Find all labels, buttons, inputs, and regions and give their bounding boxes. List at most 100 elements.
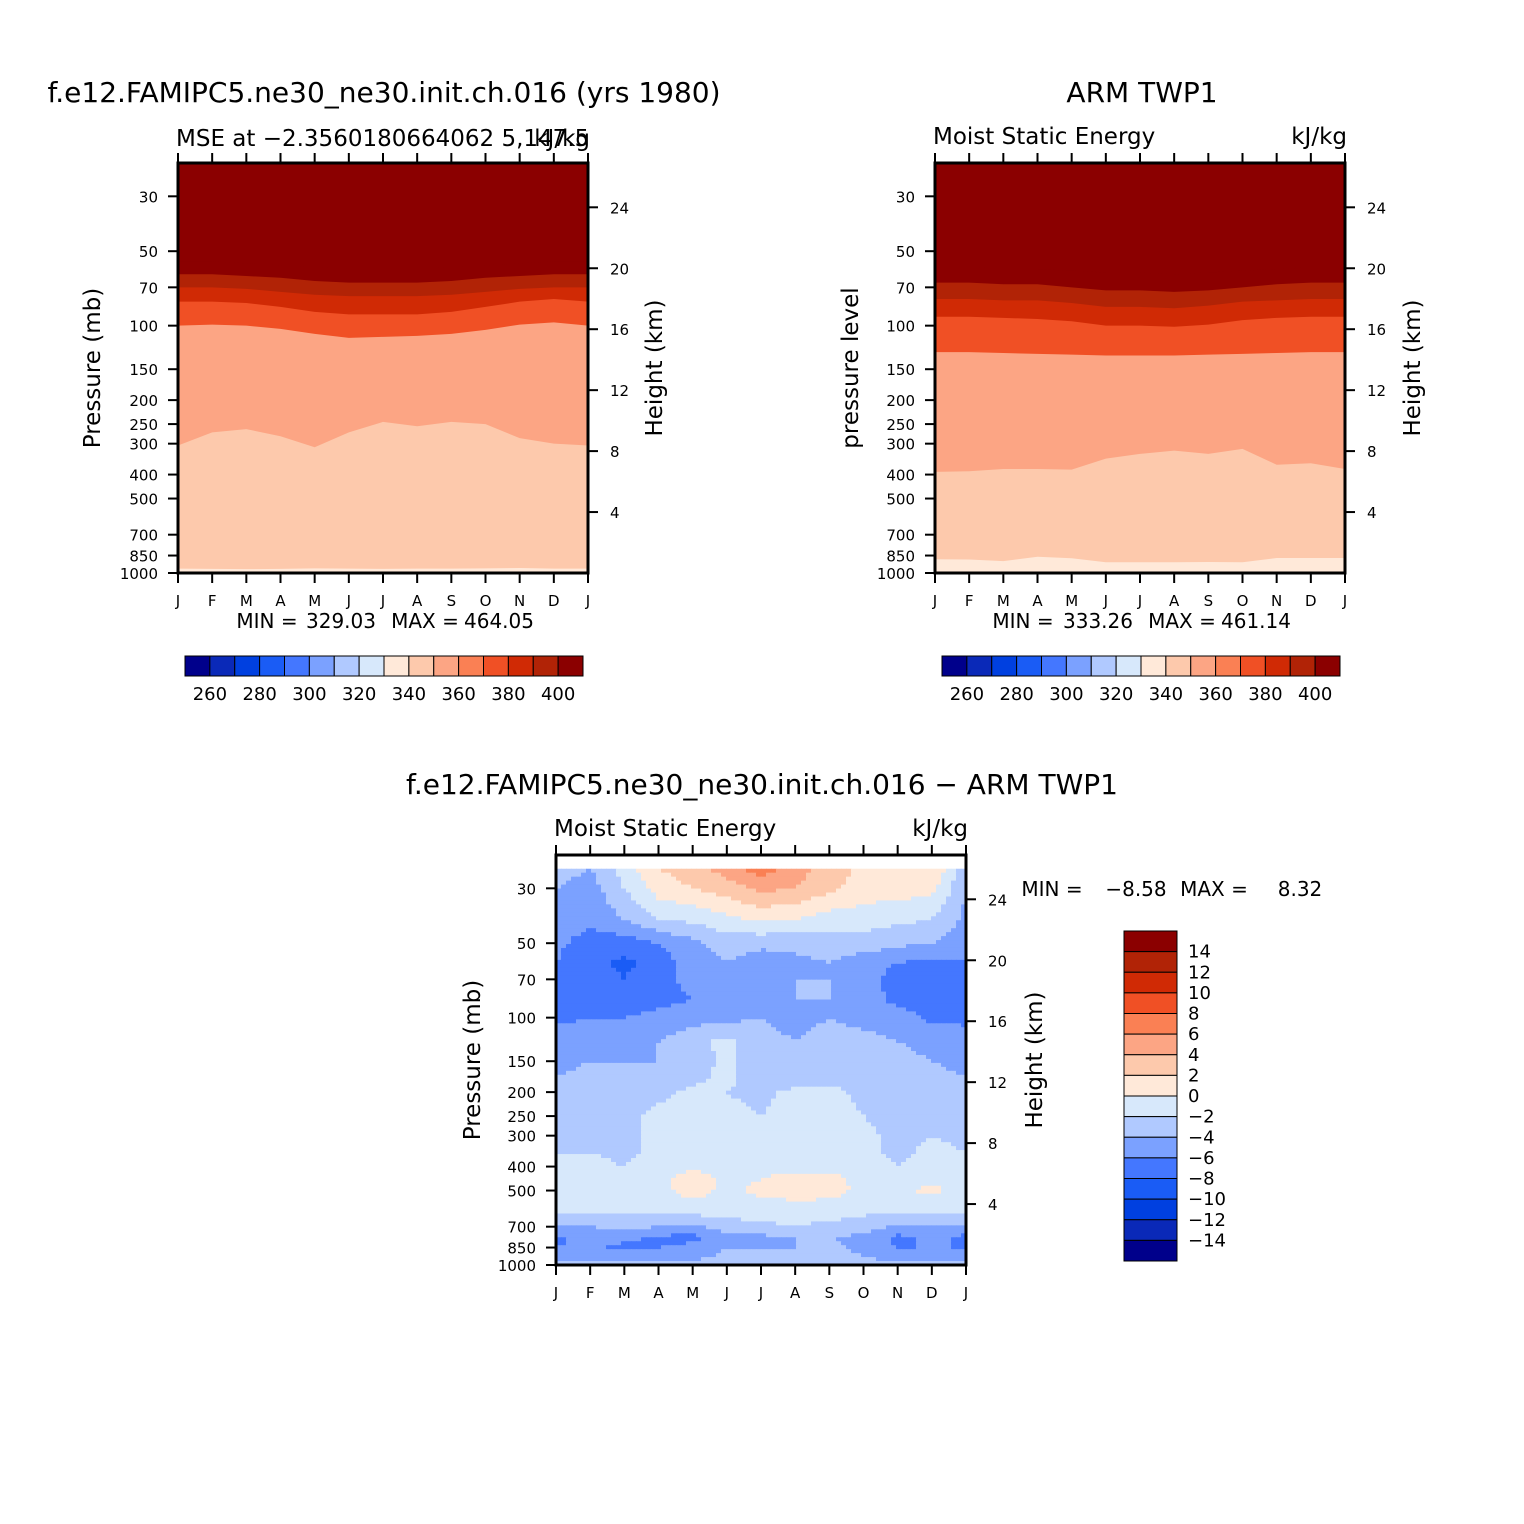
contour-cell: [631, 947, 637, 953]
contour-cell: [951, 944, 957, 949]
contour-cell: [856, 987, 862, 993]
contour-cell: [871, 1007, 877, 1012]
contour-cell: [631, 983, 637, 989]
contour-cell: [686, 900, 692, 905]
contour-cell: [926, 1078, 932, 1084]
contour-cell: [651, 1058, 657, 1064]
contour-cell: [591, 872, 597, 878]
contour-cell: [936, 1074, 942, 1080]
contour-cell: [626, 868, 632, 874]
contour-cell: [776, 932, 782, 937]
contour-cell: [751, 912, 757, 917]
contour-cell: [906, 995, 912, 1001]
contour-cell: [776, 936, 782, 941]
contour-cell: [616, 963, 622, 969]
contour-cell: [661, 979, 667, 985]
contour-cell: [951, 1047, 957, 1052]
contour-cell: [591, 1051, 597, 1056]
contour-cell: [936, 1051, 942, 1056]
contour-cell: [906, 888, 912, 894]
contour-cell: [826, 944, 832, 949]
contour-cell: [941, 1058, 947, 1064]
contour-cell: [806, 1007, 812, 1012]
contour-cell: [736, 991, 742, 997]
contour-cell: [936, 888, 942, 894]
contour-cell: [596, 928, 602, 933]
contour-cell: [736, 900, 742, 905]
contour-cell: [596, 916, 602, 921]
contour-cell: [606, 868, 612, 874]
contour-cell: [776, 876, 782, 882]
contour-cell: [956, 1007, 962, 1012]
contour-cell: [891, 971, 897, 977]
contour-cell: [801, 892, 807, 898]
contour-cell: [851, 940, 857, 945]
contour-cell: [741, 1039, 747, 1044]
contour-cell: [926, 1019, 932, 1024]
contour-cell: [651, 1070, 657, 1076]
colorbar-swatch: [408, 655, 435, 677]
contour-cell: [716, 880, 722, 886]
contour-cell: [926, 1031, 932, 1036]
contour-cell: [801, 872, 807, 878]
contour-cell: [941, 896, 947, 902]
contour-cell: [741, 1003, 747, 1009]
contour-cell: [571, 951, 577, 957]
contour-cell: [856, 1023, 862, 1028]
contour-cell: [601, 971, 607, 977]
contour-cell: [946, 920, 952, 925]
contour-cell: [776, 1058, 782, 1064]
contour-cell: [696, 892, 702, 898]
contour-cell: [881, 991, 887, 997]
contour-cell: [591, 904, 597, 909]
contour-cell: [641, 1086, 647, 1092]
contour-cell: [896, 1039, 902, 1044]
contour-cell: [891, 1023, 897, 1028]
contour-cell: [681, 975, 687, 981]
contour-cell: [941, 920, 947, 925]
contour-cell: [681, 959, 687, 965]
contour-cell: [821, 1066, 827, 1072]
contour-cell: [631, 975, 637, 981]
contour-cell: [951, 995, 957, 1001]
contour-cell: [891, 944, 897, 949]
contour-cell: [876, 947, 882, 953]
contour-cell: [716, 955, 722, 961]
contour-cell: [871, 1035, 877, 1040]
contour-cell: [821, 1039, 827, 1044]
contour-cell: [771, 896, 777, 902]
contour-cell: [586, 1003, 592, 1009]
contour-cell: [936, 900, 942, 905]
x-tick-label: A: [1032, 592, 1043, 610]
contour-cell: [671, 1019, 677, 1024]
contour-cell: [881, 940, 887, 945]
contour-cell: [701, 1054, 707, 1060]
contour-cell: [906, 1086, 912, 1092]
contour-cell: [771, 1078, 777, 1084]
contour-cell: [896, 951, 902, 957]
contour-cell: [916, 991, 922, 997]
contour-cell: [616, 983, 622, 989]
contour-cell: [956, 1082, 962, 1088]
contour-cell: [776, 940, 782, 945]
contour-cell: [751, 1094, 757, 1100]
contour-cell: [926, 1054, 932, 1060]
contour-cell: [901, 947, 907, 953]
contour-cell: [736, 1082, 742, 1088]
contour-cell: [906, 1011, 912, 1016]
contour-cell: [821, 892, 827, 898]
contour-cell: [866, 1074, 872, 1080]
contour-cell: [746, 1066, 752, 1072]
contour-cell: [706, 1039, 712, 1044]
contour-cell: [906, 1058, 912, 1064]
contour-cell: [856, 1003, 862, 1009]
contour-cell: [801, 1007, 807, 1012]
contour-cell: [746, 888, 752, 894]
contour-cell: [841, 1015, 847, 1020]
contour-cell: [731, 1070, 737, 1076]
contour-cell: [751, 967, 757, 973]
contour-cell: [726, 896, 732, 902]
contour-cell: [701, 1027, 707, 1032]
contour-cell: [741, 868, 747, 874]
contour-cell: [771, 904, 777, 909]
